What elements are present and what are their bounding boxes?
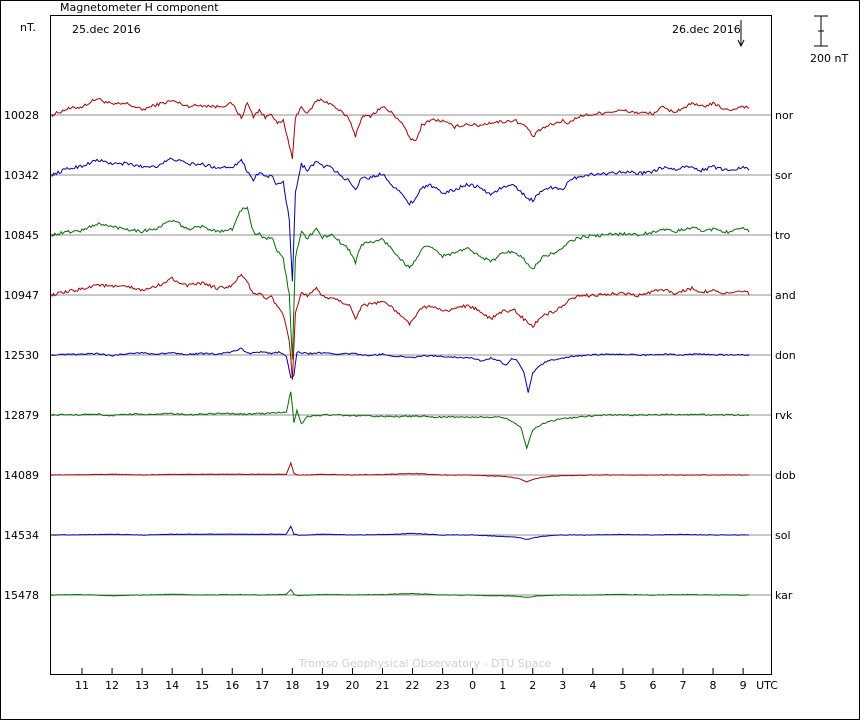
x-tick-label: 16	[225, 679, 239, 692]
station-label-rvk: rvk	[775, 409, 793, 422]
baseline-value-don: 12530	[4, 349, 39, 362]
station-label-dob: dob	[775, 469, 796, 482]
baseline-value-and: 10947	[4, 289, 39, 302]
x-tick-label: 15	[195, 679, 209, 692]
series-line-dob	[51, 461, 750, 483]
station-label-sor: sor	[775, 169, 792, 182]
scale-bar	[814, 15, 828, 47]
scale-bar-label: 200 nT	[810, 52, 848, 65]
series-line-and	[51, 273, 750, 380]
baseline-value-sor: 10342	[4, 169, 39, 182]
x-axis: 11 12 13 14 15 16 17 18 19 20 21 22 23 0 1 2 3 4 5 6 7 8 9	[75, 668, 747, 692]
baseline-value-kar: 15478	[4, 589, 39, 602]
series-label-group: 10028 nor 10342 sor 10845 tro 10947 and 12530 don…	[4, 109, 796, 602]
station-label-don: don	[775, 349, 796, 362]
x-tick-label: 1	[499, 679, 506, 692]
series-line-don	[51, 347, 750, 393]
station-label-and: and	[775, 289, 796, 302]
series-line-rvk	[51, 391, 750, 451]
x-tick-label: 13	[135, 679, 149, 692]
x-tick-label: 5	[619, 679, 626, 692]
credit-text: Tromso Geophysical Observatory - DTU Spa…	[298, 657, 552, 670]
x-tick-label: 23	[436, 679, 450, 692]
end-date-arrow	[737, 20, 745, 48]
station-label-sol: sol	[775, 529, 791, 542]
start-date-label: 25.dec 2016	[72, 23, 141, 36]
series-line-tro	[51, 206, 750, 360]
x-tick-label: 9	[740, 679, 747, 692]
chart-title: Magnetometer H component	[60, 1, 219, 14]
x-tick-label: 19	[315, 679, 329, 692]
x-tick-label: 2	[529, 679, 536, 692]
station-label-tro: tro	[775, 229, 791, 242]
x-tick-label: 4	[589, 679, 596, 692]
x-tick-label: 11	[75, 679, 89, 692]
baseline-value-rvk: 12879	[4, 409, 39, 422]
series-line-sor	[51, 157, 750, 282]
x-tick-label: 3	[559, 679, 566, 692]
x-tick-label: 12	[105, 679, 119, 692]
x-tick-label: 22	[406, 679, 420, 692]
series-line-nor	[51, 97, 750, 159]
baseline-value-dob: 14089	[4, 469, 39, 482]
baseline-value-tro: 10845	[4, 229, 39, 242]
baseline-value-sol: 14534	[4, 529, 39, 542]
end-date-label: 26.dec 2016	[672, 23, 741, 36]
series-line-kar	[51, 588, 750, 598]
series-line-sol	[51, 525, 750, 540]
plot-frame	[50, 15, 772, 675]
x-tick-label: 14	[165, 679, 179, 692]
station-label-kar: kar	[775, 589, 793, 602]
station-label-nor: nor	[775, 109, 794, 122]
x-unit-label: UTC	[756, 679, 778, 692]
baseline-value-nor: 10028	[4, 109, 39, 122]
x-tick-label: 21	[376, 679, 390, 692]
x-tick-label: 8	[710, 679, 717, 692]
y-unit-label: nT.	[20, 21, 36, 34]
x-tick-label: 6	[649, 679, 656, 692]
series-group	[51, 97, 750, 598]
x-tick-label: 17	[255, 679, 269, 692]
x-tick-label: 7	[680, 679, 687, 692]
x-tick-label: 0	[469, 679, 476, 692]
x-tick-label: 18	[285, 679, 299, 692]
x-tick-label: 20	[345, 679, 359, 692]
